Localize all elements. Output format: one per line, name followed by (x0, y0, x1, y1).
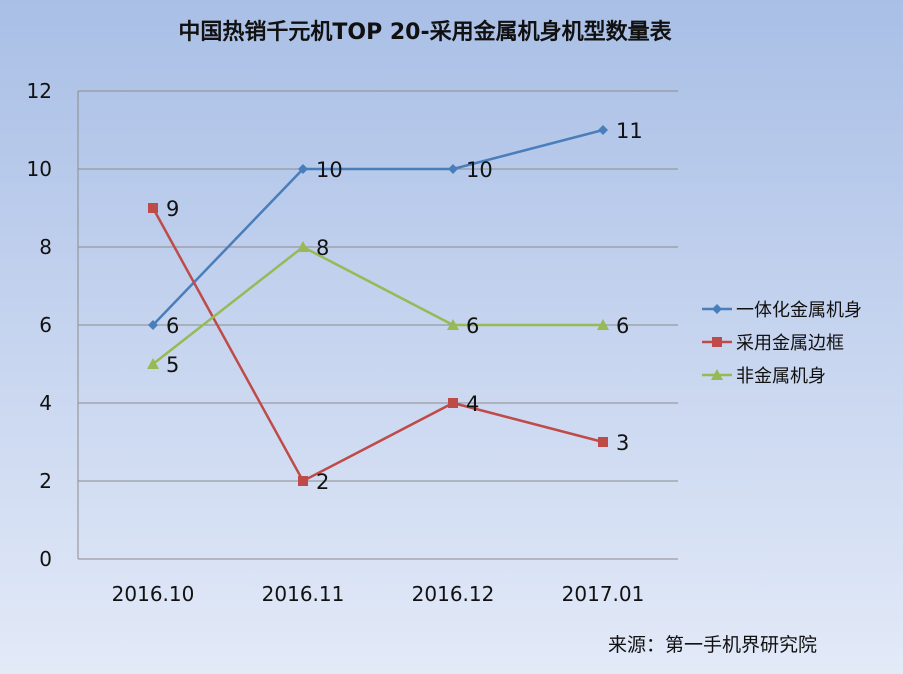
series-3-point (147, 358, 159, 369)
series-1-data-label: 10 (316, 158, 343, 182)
series-2-data-label: 3 (616, 431, 629, 455)
x-tick-label: 2017.01 (562, 582, 645, 606)
series-3-line (152, 245, 603, 365)
series-1-data-label: 6 (166, 314, 179, 338)
legend-label: 非金属机身 (736, 365, 826, 387)
series-2-data-label: 4 (466, 392, 479, 416)
series-2-data-label: 9 (166, 197, 179, 221)
series-2-point (298, 476, 308, 486)
series-3-point (597, 319, 609, 330)
legend-label: 一体化金属机身 (736, 299, 862, 321)
source-note: 来源：第一手机界研究院 (607, 634, 817, 656)
series-3-data-label: 6 (616, 314, 629, 338)
series-2-data-label: 2 (316, 470, 329, 494)
legend-item-1: 一体化金属机身 (700, 292, 862, 325)
series-1-data-label: 10 (466, 158, 493, 182)
x-tick-label: 2016.11 (262, 582, 345, 606)
series-2-point (148, 203, 158, 213)
y-tick-label: 10 (27, 157, 52, 181)
y-tick-label: 0 (39, 547, 52, 571)
legend-swatch (702, 303, 732, 314)
chart-title: 中国热销千元机TOP 20-采用金属机身机型数量表 (178, 20, 672, 45)
series-2-line (151, 207, 604, 483)
y-tick-label: 6 (39, 313, 52, 337)
series-1-point (448, 164, 458, 174)
y-tick-label: 4 (39, 391, 52, 415)
x-tick-label: 2016.12 (412, 582, 495, 606)
y-tick-label: 12 (27, 79, 52, 103)
series-3-data-label: 8 (316, 236, 329, 260)
series-3-point (297, 241, 309, 252)
y-tick-label: 2 (39, 469, 52, 493)
chart-legend: 一体化金属机身 采用金属边框 非金属机身 (700, 292, 862, 391)
series-1-point (148, 320, 158, 330)
series-1-line (152, 128, 604, 326)
x-tick-label: 2016.10 (112, 582, 195, 606)
legend-item-2: 采用金属边框 (700, 325, 862, 358)
legend-label: 采用金属边框 (736, 332, 844, 354)
series-3-data-label: 6 (466, 314, 479, 338)
y-tick-label: 8 (39, 235, 52, 259)
series-1-data-label: 11 (616, 119, 643, 143)
series-3-point (447, 319, 459, 330)
series-3-data-label: 5 (166, 353, 179, 377)
legend-swatch (702, 336, 732, 347)
legend-item-3: 非金属机身 (700, 358, 862, 391)
series-2-point (598, 437, 608, 447)
series-1-point (598, 125, 608, 135)
series-1-point (298, 164, 308, 174)
series-2-point (448, 398, 458, 408)
legend-swatch (702, 368, 732, 380)
